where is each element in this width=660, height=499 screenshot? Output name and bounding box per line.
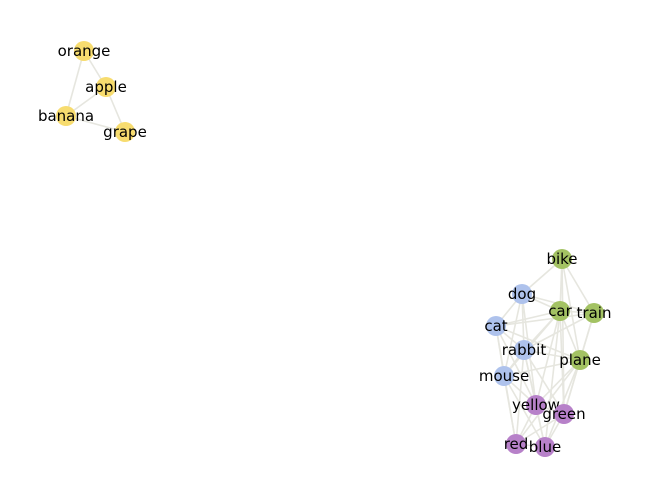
edge-green-bike: [561, 258, 565, 415]
node-label-plane: plane: [559, 351, 601, 369]
edge-cat-train: [495, 312, 595, 327]
node-banana: banana: [38, 106, 94, 126]
node-label-cat: cat: [484, 317, 507, 335]
node-label-green: green: [542, 405, 585, 423]
node-apple: apple: [85, 77, 127, 97]
node-circle-orange: [74, 41, 94, 61]
node-label-red: red: [504, 435, 529, 453]
node-label-apple: apple: [85, 78, 127, 96]
node-label-orange: orange: [58, 42, 111, 60]
node-mouse: mouse: [479, 366, 529, 386]
node-label-dog: dog: [508, 285, 536, 303]
node-circle-mouse: [494, 366, 514, 386]
edge-cat-plane: [495, 325, 581, 361]
node-circle-dog: [512, 284, 532, 304]
node-orange: orange: [58, 41, 111, 61]
edge-orange-banana: [65, 50, 85, 117]
edge-mouse-car: [503, 310, 561, 377]
edge-red-rabbit: [515, 349, 525, 445]
edge-bike-train: [561, 258, 595, 314]
node-label-bike: bike: [546, 250, 577, 268]
node-green: green: [542, 404, 586, 424]
node-bike: bike: [546, 249, 578, 269]
node-label-car: car: [548, 302, 572, 320]
node-circle-cat: [486, 316, 506, 336]
node-circle-red: [506, 434, 526, 454]
node-cat: cat: [484, 316, 508, 336]
node-car: car: [548, 301, 573, 321]
edge-yellow-plane: [535, 359, 581, 406]
node-circle-green: [554, 404, 574, 424]
edge-blue-car: [544, 310, 561, 448]
node-circle-rabbit: [514, 340, 534, 360]
node-circle-blue: [535, 437, 555, 457]
edge-blue-plane: [544, 359, 581, 448]
node-rabbit: rabbit: [502, 340, 547, 360]
edge-blue-mouse: [503, 375, 546, 448]
edge-rabbit-train: [523, 312, 595, 351]
node-circle-bike: [552, 249, 572, 269]
node-circle-yellow: [526, 395, 546, 415]
edge-yellow-cat: [495, 325, 537, 406]
node-dog: dog: [508, 284, 536, 304]
node-red: red: [504, 434, 529, 454]
edge-cat-car: [495, 310, 561, 327]
node-yellow: yellow: [512, 395, 560, 415]
edge-mouse-plane: [503, 359, 581, 377]
node-grape: grape: [103, 122, 147, 142]
node-label-blue: blue: [529, 438, 561, 456]
edge-layer: [65, 50, 595, 448]
node-circle-apple: [96, 77, 116, 97]
node-label-grape: grape: [103, 123, 147, 141]
node-circle-banana: [56, 106, 76, 126]
node-plane: plane: [559, 350, 601, 370]
node-label-yellow: yellow: [512, 396, 560, 414]
node-train: train: [577, 303, 612, 323]
node-layer: orange apple banana grape bike car train plane d…: [38, 41, 612, 457]
edge-yellow-car: [535, 310, 561, 406]
node-label-mouse: mouse: [479, 367, 529, 385]
edge-dog-mouse: [503, 293, 523, 377]
node-label-banana: banana: [38, 107, 94, 125]
node-blue: blue: [529, 437, 561, 457]
edge-banana-grape: [65, 115, 126, 133]
node-circle-train: [584, 303, 604, 323]
node-label-train: train: [577, 304, 612, 322]
node-circle-grape: [115, 122, 135, 142]
node-circle-plane: [570, 350, 590, 370]
edge-bike-plane: [561, 258, 581, 361]
edge-red-plane: [515, 359, 581, 445]
node-label-rabbit: rabbit: [502, 341, 547, 359]
node-circle-car: [550, 301, 570, 321]
